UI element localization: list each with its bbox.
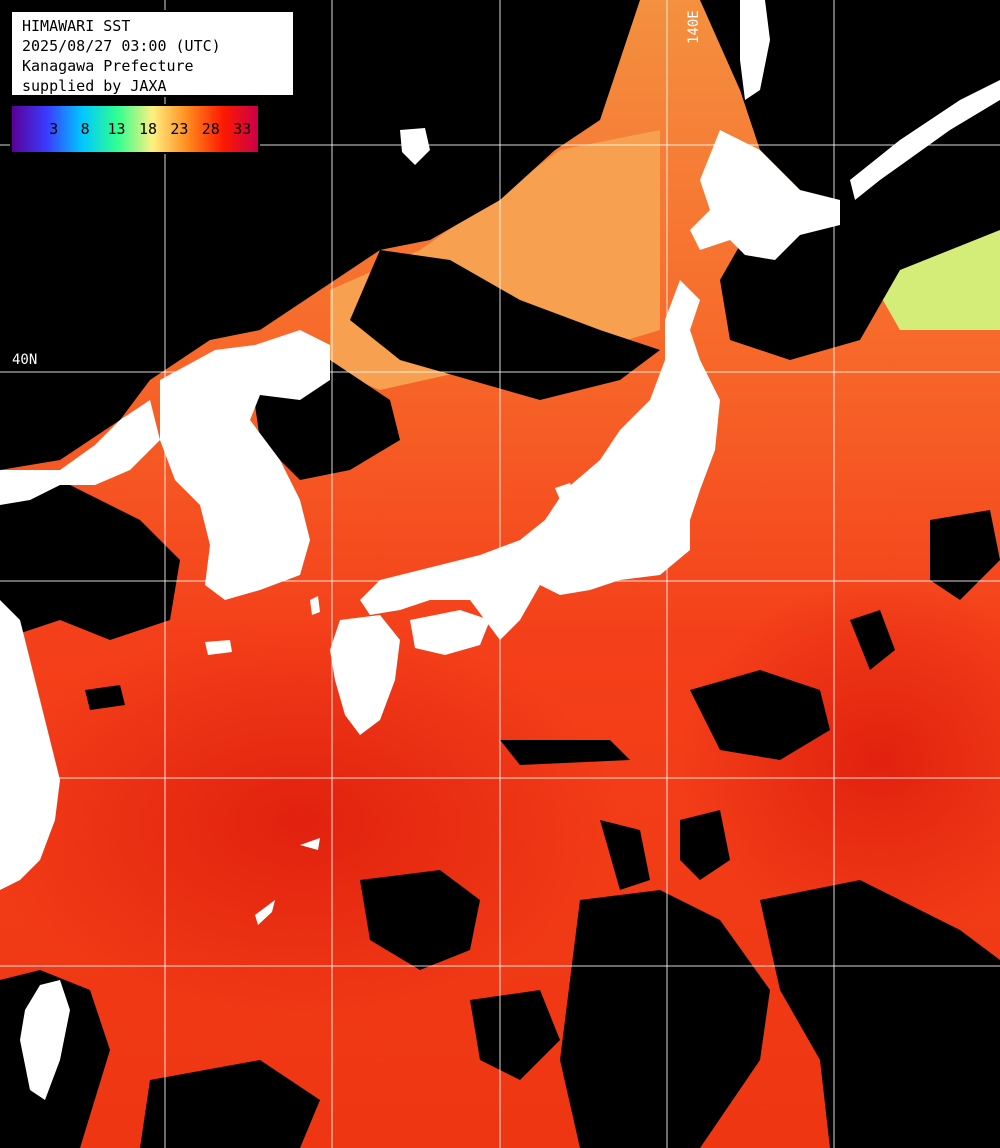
- legend-tick: 18: [138, 120, 157, 138]
- land-taiwan: [20, 980, 70, 1100]
- longitude-label-140e: 140E: [686, 10, 702, 44]
- title-product: HIMAWARI SST: [22, 17, 131, 35]
- land-honshu: [360, 280, 720, 640]
- title-credit: supplied by JAXA: [22, 77, 167, 95]
- legend-tick: 33: [233, 120, 252, 138]
- land-kuril: [850, 80, 1000, 200]
- legend-tick: 3: [49, 120, 59, 138]
- land-sado: [555, 483, 575, 500]
- title-datetime: 2025/08/27 03:00 (UTC): [22, 37, 221, 55]
- land-korea: [160, 330, 330, 600]
- latitude-label-40n: 40N: [12, 352, 38, 368]
- land-amami: [300, 838, 320, 850]
- legend-tick: 8: [80, 120, 90, 138]
- land-jeju: [205, 640, 232, 655]
- land-kyushu: [330, 615, 400, 735]
- land: [0, 0, 1000, 1100]
- land-hokkaido: [690, 130, 840, 260]
- land-ulleungdo: [400, 128, 430, 165]
- legend-tick: 13: [107, 120, 126, 138]
- latitude-label-30n: 30N: [22, 758, 48, 774]
- legend-tick: 28: [201, 120, 220, 138]
- land-sakhalin: [740, 0, 770, 100]
- land-okinawa: [255, 900, 275, 925]
- land-tsushima: [310, 596, 320, 615]
- land-mainland: [0, 400, 160, 505]
- title-box: HIMAWARI SST 2025/08/27 03:00 (UTC) Kana…: [10, 10, 295, 97]
- land-china-coast: [0, 600, 60, 890]
- legend-tick: 23: [170, 120, 189, 138]
- color-scale-legend: 3 8 13 18 23 28 33: [10, 104, 260, 154]
- title-region: Kanagawa Prefecture: [22, 57, 194, 75]
- warm-zone: [0, 620, 620, 1020]
- land-shikoku: [410, 610, 490, 655]
